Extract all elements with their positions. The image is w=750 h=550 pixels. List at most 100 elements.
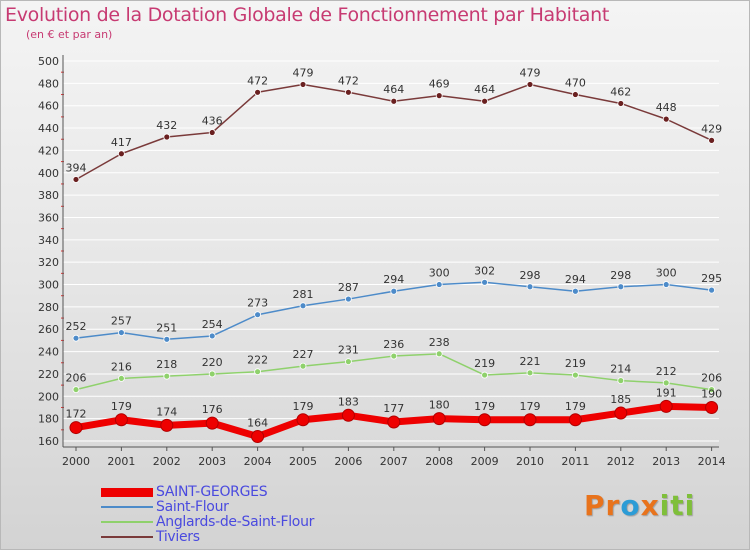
data-point <box>251 430 265 444</box>
data-label: 472 <box>247 74 268 87</box>
data-point <box>296 413 310 427</box>
legend-label: Anglards-de-Saint-Flour <box>156 514 315 530</box>
data-label: 179 <box>565 400 586 413</box>
data-point <box>662 379 670 387</box>
data-label: 219 <box>565 357 586 370</box>
data-point <box>299 302 307 310</box>
data-label: 180 <box>429 399 450 412</box>
data-point <box>572 287 579 295</box>
proxiti-logo: Proxiti <box>584 489 695 522</box>
data-label: 298 <box>520 269 541 282</box>
data-label: 176 <box>202 403 223 416</box>
y-tick-label: 420 <box>38 144 59 157</box>
y-tick-label: 240 <box>38 346 59 359</box>
data-point <box>208 370 216 378</box>
logo-letters: iti <box>659 489 696 522</box>
data-point <box>299 362 307 370</box>
data-point <box>435 350 443 358</box>
data-point <box>708 386 715 393</box>
data-label: 227 <box>293 348 314 361</box>
data-label: 218 <box>156 358 177 371</box>
x-tick-label: 2010 <box>516 455 544 468</box>
y-tick-label: 500 <box>38 55 59 68</box>
data-point <box>163 133 171 141</box>
y-tick-label: 200 <box>38 390 59 403</box>
data-label: 252 <box>66 320 87 333</box>
data-point <box>390 97 398 105</box>
data-label: 179 <box>520 400 541 413</box>
y-tick-label: 440 <box>38 122 59 135</box>
chart-title: Evolution de la Dotation Globale de Fonc… <box>5 4 610 26</box>
data-label: 179 <box>111 400 132 413</box>
data-point <box>617 377 625 385</box>
data-point <box>205 416 219 430</box>
data-label: 206 <box>701 372 722 385</box>
data-label: 294 <box>565 273 586 286</box>
data-label: 295 <box>701 272 722 285</box>
data-label: 436 <box>202 115 223 128</box>
data-label: 472 <box>338 74 359 87</box>
y-tick-label: 300 <box>38 279 59 292</box>
data-label: 179 <box>293 400 314 413</box>
data-point <box>435 281 443 288</box>
data-point <box>341 408 355 422</box>
data-point <box>69 421 83 435</box>
data-label: 281 <box>293 288 314 301</box>
data-point <box>572 91 579 98</box>
data-label: 185 <box>610 393 631 406</box>
data-point <box>390 352 398 360</box>
x-tick-label: 2011 <box>561 455 589 468</box>
data-point <box>387 415 401 429</box>
legend-swatch <box>101 536 153 538</box>
data-point <box>208 332 216 340</box>
data-label: 302 <box>474 264 495 277</box>
y-tick-label: 360 <box>38 211 59 224</box>
logo-letters: o <box>620 489 641 522</box>
y-tick-label: 320 <box>38 256 59 269</box>
data-label: 206 <box>66 372 87 385</box>
data-point <box>118 329 125 336</box>
data-label: 164 <box>247 417 268 430</box>
x-tick-label: 2007 <box>380 455 408 468</box>
data-point <box>705 400 719 414</box>
data-point <box>254 368 262 376</box>
x-tick-label: 2001 <box>107 455 135 468</box>
data-point <box>299 81 307 88</box>
y-tick-label: 340 <box>38 234 59 247</box>
y-tick-label: 380 <box>38 189 59 202</box>
data-label: 172 <box>66 408 87 421</box>
series-anglards-de-saint-flour: 206 216 218 220 222 227 231 236 238 219 221 219 214 2… <box>66 336 722 393</box>
data-point <box>344 358 352 366</box>
x-tick-label: 2006 <box>334 455 362 468</box>
data-label: 394 <box>66 161 87 174</box>
data-point <box>478 413 492 427</box>
data-point <box>481 97 489 105</box>
data-label: 448 <box>656 101 677 114</box>
data-label: 479 <box>293 66 314 79</box>
data-point <box>708 136 715 144</box>
x-tick-label: 2008 <box>425 455 453 468</box>
data-point <box>114 413 128 427</box>
data-label: 220 <box>202 356 223 369</box>
legend-swatch <box>101 521 153 523</box>
data-point <box>72 386 80 393</box>
data-label: 221 <box>520 355 541 368</box>
data-label: 231 <box>338 344 359 357</box>
legend-label: SAINT-GEORGES <box>156 484 268 500</box>
data-point <box>617 283 625 291</box>
y-tick-label: 160 <box>38 435 59 448</box>
x-tick-label: 2003 <box>198 455 226 468</box>
y-tick-label: 400 <box>38 167 59 180</box>
data-label: 254 <box>202 318 223 331</box>
data-point <box>614 406 628 420</box>
data-label: 238 <box>429 336 450 349</box>
data-label: 469 <box>429 78 450 91</box>
data-point <box>526 369 534 377</box>
data-point <box>118 150 125 158</box>
data-point <box>163 372 171 380</box>
data-label: 429 <box>701 122 722 135</box>
data-label: 216 <box>111 360 132 373</box>
data-point <box>662 115 670 123</box>
logo-letters: Pr <box>584 489 621 522</box>
